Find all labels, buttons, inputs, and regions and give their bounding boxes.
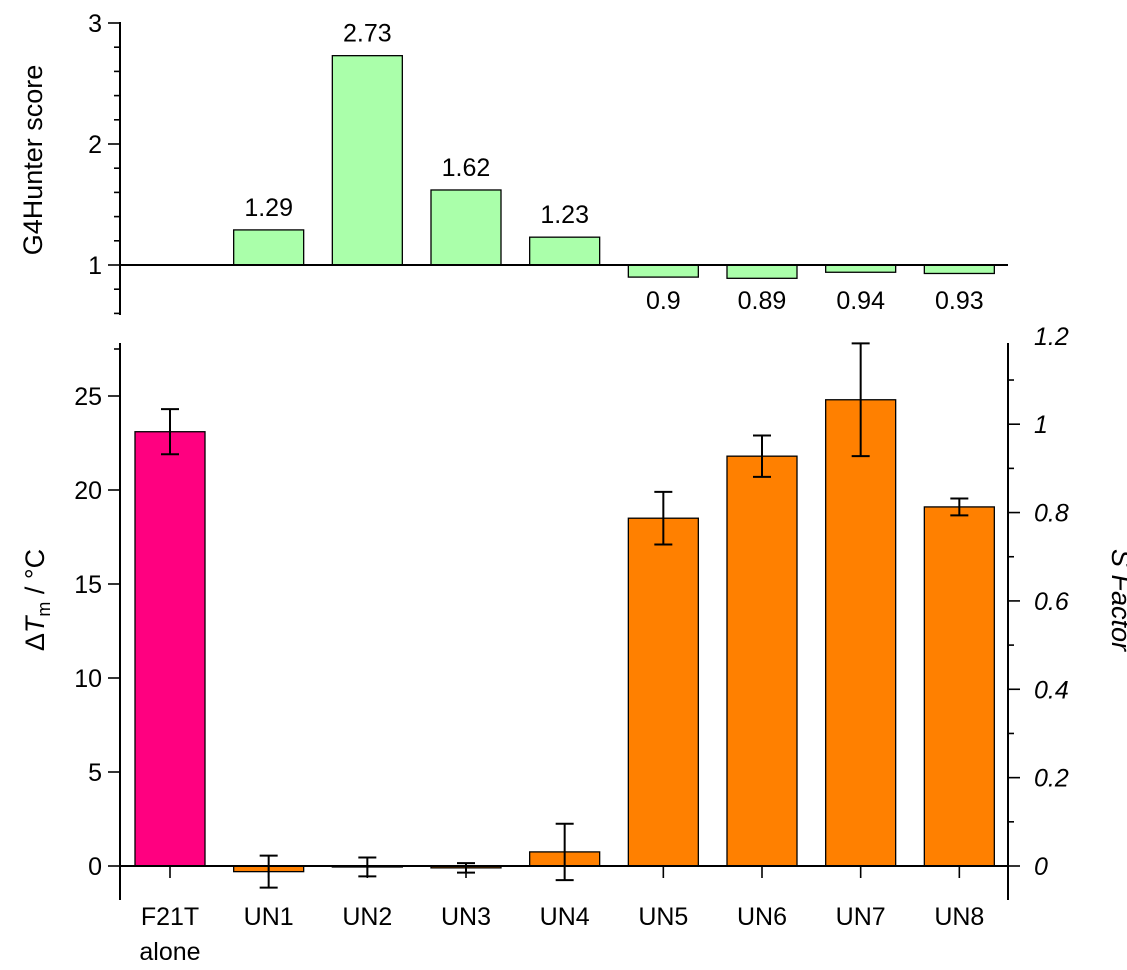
delta-tm-bar [825, 399, 897, 867]
s-factor-y-tick-label: 0.6 [1034, 588, 1069, 616]
x-axis-category-label: UN1 [244, 903, 294, 931]
g4hunter-y-tick-label: 1 [88, 252, 102, 280]
x-axis-category-label: UN3 [441, 903, 491, 931]
g4hunter-value-label: 0.93 [935, 287, 984, 315]
g4hunter-value-label: 0.94 [836, 287, 885, 315]
s-factor-y-tick-label: 0.8 [1034, 500, 1069, 528]
x-axis-category-label: UN2 [342, 903, 392, 931]
g4hunter-value-label: 1.23 [540, 201, 589, 229]
delta-tm-y-tick-label: 10 [74, 665, 102, 693]
s-factor-y-axis-label: S Factor [1106, 549, 1127, 652]
g4hunter-bars [233, 55, 995, 279]
g4hunter-y-tick-labels: 1 2 3 [88, 10, 102, 280]
g4hunter-value-label: 1.62 [442, 154, 491, 182]
g4hunter-value-labels: 1.29 2.73 1.62 1.23 0.9 0.89 0.94 0.93 [244, 20, 983, 315]
s-factor-y-tick-label: 1 [1034, 411, 1048, 439]
g4hunter-value-label: 0.89 [738, 287, 787, 315]
g4hunter-y-ticks [108, 22, 120, 315]
s-factor-y-tick-label: 1.2 [1034, 323, 1069, 351]
delta-tm-y-axis-label: ΔTm / °C [20, 549, 54, 651]
delta-tm-y-ticks [108, 348, 120, 867]
x-axis-category-label: F21T [141, 903, 199, 931]
delta-tm-bar [627, 517, 699, 867]
g4hunter-value-label: 2.73 [343, 20, 392, 48]
g4hunter-value-label: 0.9 [646, 287, 681, 315]
g4hunter-panel: 1 2 3 1.29 2.73 1.62 1.23 0.9 0.89 0.94 0.93 G4Hu… [18, 10, 1008, 315]
delta-tm-bar [134, 431, 206, 867]
s-factor-y-tick-label: 0.2 [1034, 765, 1069, 793]
delta-tm-y-tick-label: 0 [88, 853, 102, 881]
g4hunter-y-axis-label: G4Hunter score [18, 65, 48, 256]
s-factor-y-tick-labels: 0 0.2 0.4 0.6 0.8 1 1.2 [1034, 323, 1069, 881]
delta-tm-panel: 0 5 10 15 20 25 0 0.2 0.4 0.6 0.8 1 1.2 F21T alone UN… [20, 323, 1127, 966]
x-axis-category-label: UN5 [638, 903, 688, 931]
delta-tm-bar [923, 506, 995, 867]
g4hunter-y-tick-label: 2 [88, 131, 102, 159]
x-axis-category-label: UN7 [836, 903, 886, 931]
delta-tm-y-tick-label: 25 [74, 383, 102, 411]
g4hunter-bar [233, 229, 305, 266]
g4hunter-bar [627, 264, 699, 278]
x-axis-category-label: UN4 [540, 903, 590, 931]
g4hunter-bar [430, 189, 502, 266]
g4hunter-y-tick-label: 3 [88, 10, 102, 38]
x-axis-category-label: UN6 [737, 903, 787, 931]
g4hunter-bar [529, 236, 601, 266]
delta-tm-y-tick-label: 20 [74, 477, 102, 505]
x-axis-category-sublabel: alone [139, 938, 200, 966]
x-axis-ticks [169, 866, 961, 878]
g4hunter-bar [825, 264, 897, 273]
delta-tm-y-tick-label: 15 [74, 571, 102, 599]
delta-tm-y-tick-labels: 0 5 10 15 20 25 [74, 383, 102, 881]
x-axis-category-labels: F21T alone UN1 UN2 UN3 UN4 UN5 UN6 UN7 UN8 [139, 903, 984, 966]
s-factor-y-ticks [1008, 379, 1020, 867]
g4hunter-bar [331, 55, 403, 266]
g4hunter-bar [726, 264, 798, 279]
g4hunter-bar [923, 264, 995, 275]
delta-tm-y-tick-label: 5 [88, 759, 102, 787]
s-factor-y-tick-label: 0 [1034, 853, 1048, 881]
delta-tm-bar [726, 455, 798, 867]
g4hunter-value-label: 1.29 [244, 194, 293, 222]
s-factor-y-tick-label: 0.4 [1034, 676, 1069, 704]
delta-tm-bars [134, 399, 995, 873]
x-axis-category-label: UN8 [934, 903, 984, 931]
